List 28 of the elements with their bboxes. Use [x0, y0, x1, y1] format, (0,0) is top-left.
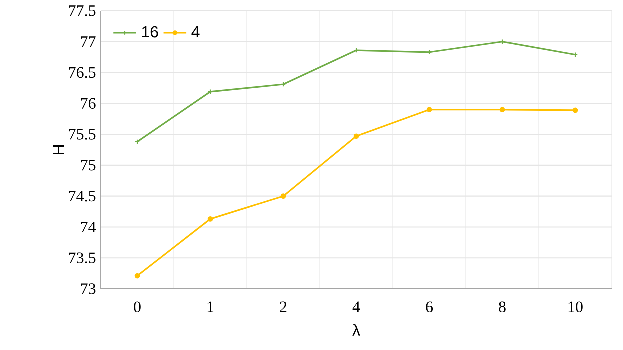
- y-tick-label: 77: [81, 36, 96, 48]
- y-tick-label: 73.5: [69, 252, 96, 264]
- point: [500, 107, 506, 113]
- point: [354, 134, 360, 140]
- point: [134, 273, 140, 279]
- y-tick-label: 74: [81, 222, 96, 232]
- x-tick-label: 10: [568, 302, 583, 312]
- point: [208, 216, 214, 222]
- y-tick-label: 74.5: [69, 190, 96, 202]
- legend-label: 4: [192, 26, 200, 38]
- y-tick-label: 76.5: [69, 67, 96, 78]
- x-tick-label: 0: [134, 302, 141, 312]
- x-tick-label: 8: [499, 302, 506, 312]
- x-tick-label: 2: [280, 302, 287, 312]
- y-tick-label: 77.5: [69, 6, 96, 16]
- x-axis-title: λ: [352, 324, 360, 336]
- legend-label: 16: [142, 26, 158, 38]
- point: [280, 194, 286, 199]
- y-axis-title: H: [53, 146, 64, 154]
- y-tick-label: 75: [81, 160, 96, 171]
- point: [572, 108, 578, 114]
- x-tick-label: 1: [208, 302, 214, 312]
- y-tick-label: 75.5: [69, 129, 96, 140]
- y-tick-label: 73: [81, 284, 96, 294]
- x-tick-label: 6: [426, 302, 434, 312]
- y-tick-label: 76: [81, 98, 96, 110]
- point: [426, 107, 432, 113]
- x-tick-label: 4: [352, 302, 360, 312]
